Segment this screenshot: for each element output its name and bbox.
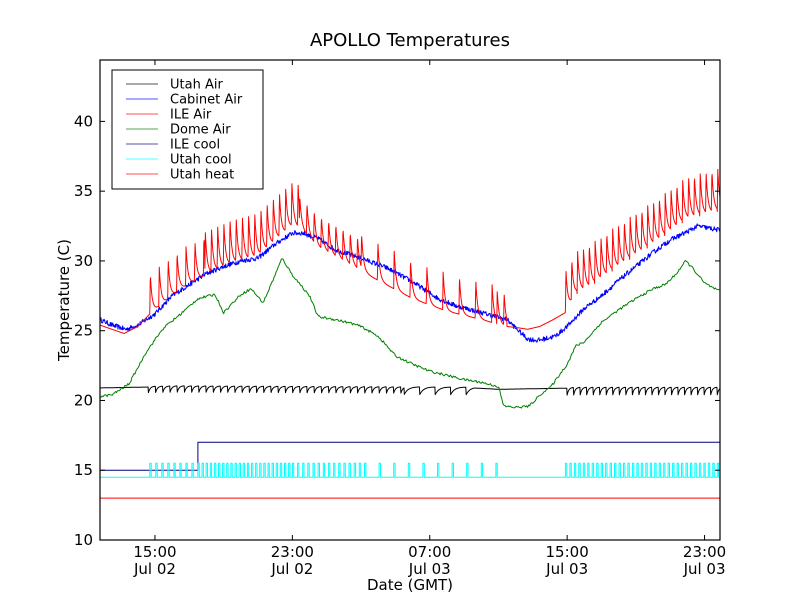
x-tick-label-time: 15:00 [133, 543, 176, 561]
y-tick-label: 30 [74, 252, 93, 270]
x-tick-label-date: Jul 02 [270, 560, 313, 578]
y-tick-label: 35 [74, 182, 93, 200]
x-tick-label-date: Jul 03 [545, 560, 588, 578]
x-tick-label-time: 23:00 [683, 543, 726, 561]
x-tick-label-time: 07:00 [408, 543, 451, 561]
y-tick-label: 10 [74, 531, 93, 549]
y-tick-label: 15 [74, 461, 93, 479]
y-tick-label: 25 [74, 322, 93, 340]
legend-label-utah-air: Utah Air [170, 78, 223, 93]
series-line-ile-cool [100, 441, 720, 471]
plot-frame [99, 59, 721, 541]
series-line-utah-air [100, 385, 720, 396]
legend-label-utah-cool: Utah cool [170, 153, 232, 168]
legend-label-cabinet-air: Cabinet Air [170, 93, 243, 108]
series-layer [100, 168, 720, 499]
x-axis-label: Date (GMT) [367, 576, 453, 594]
series-line-utah-cool [100, 462, 720, 478]
chart-title: APOLLO Temperatures [310, 30, 510, 51]
legend-label-ile-cool: ILE cool [170, 138, 220, 153]
legend-label-utah-heat: Utah heat [170, 168, 234, 183]
x-tick-label-date: Jul 03 [408, 560, 451, 578]
legend-label-ile-air: ILE Air [170, 108, 212, 123]
series-line-dome-air [100, 258, 720, 409]
series-line-ile-air [100, 168, 720, 334]
y-axis: 10 15 20 25 30 35 40 [74, 112, 720, 549]
x-tick-label-date: Jul 02 [133, 560, 176, 578]
x-tick-label-date: Jul 03 [683, 560, 726, 578]
y-tick-label: 20 [74, 391, 93, 409]
x-tick-label-time: 23:00 [271, 543, 314, 561]
legend-label-dome-air: Dome Air [170, 123, 231, 138]
x-tick-label-time: 15:00 [546, 543, 589, 561]
y-tick-label: 40 [74, 112, 93, 130]
y-axis-label: Temperature (C) [55, 239, 73, 362]
